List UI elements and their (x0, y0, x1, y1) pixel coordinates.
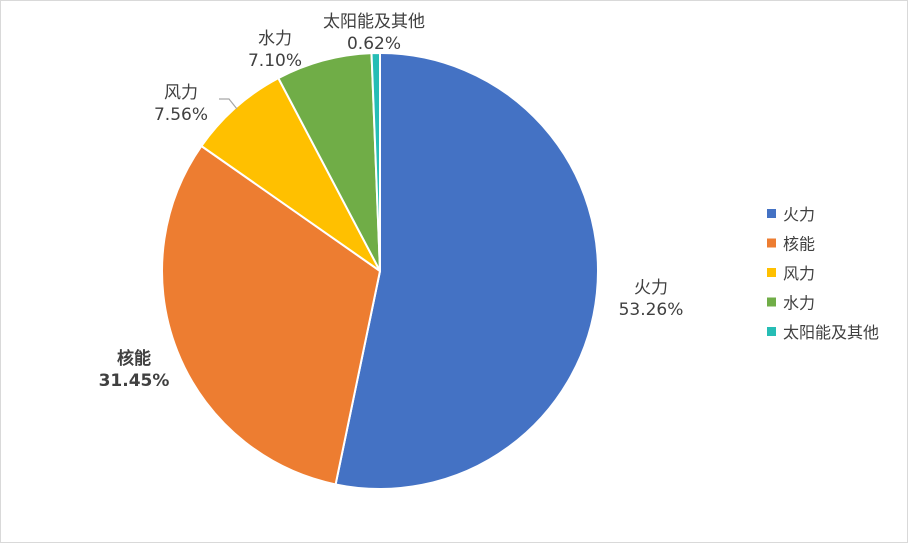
data-label-category: 风力 (164, 83, 198, 103)
data-label-value: 0.62% (347, 34, 401, 54)
legend-label-1: 核能 (783, 235, 815, 254)
data-label-3: 水力 7.10% (248, 29, 302, 71)
legend-label-4: 太阳能及其他 (783, 323, 879, 342)
pie-slice-0 (334, 52, 599, 490)
legend-swatch-3 (767, 297, 776, 307)
data-label-category: 太阳能及其他 (323, 12, 425, 32)
legend-swatch-1 (767, 238, 776, 248)
data-label-value: 53.26% (619, 300, 684, 320)
data-label-value: 7.56% (154, 105, 208, 125)
legend-label-3: 水力 (783, 294, 815, 313)
data-label-value: 7.10% (248, 51, 302, 71)
pie-slices (161, 52, 599, 490)
data-label-2: 风力 7.56% (154, 83, 208, 125)
data-label-value: 31.45% (99, 371, 170, 391)
pie-slice-1 (161, 145, 381, 486)
pie-slice-4 (370, 52, 381, 272)
data-label-4: 太阳能及其他 0.62% (323, 12, 425, 54)
data-label-0: 火力 53.26% (619, 278, 684, 320)
leader-line-wind (219, 98, 238, 110)
data-label-1: 核能 31.45% (99, 348, 170, 391)
legend-swatch-2 (767, 268, 776, 277)
data-label-category: 水力 (258, 29, 292, 49)
legend-swatch-4 (767, 327, 776, 336)
legend-label-0: 火力 (783, 205, 815, 224)
data-labels: 火力 53.26% 核能 31.45% 风力 7.56% 水力 7.10% 太阳能及其他 0.62… (99, 12, 684, 391)
legend-label-2: 风力 (783, 264, 815, 283)
leader-lines (219, 98, 238, 110)
legend-swatch-0 (767, 209, 776, 218)
data-label-category: 核能 (117, 348, 151, 369)
data-label-category: 火力 (634, 278, 668, 298)
